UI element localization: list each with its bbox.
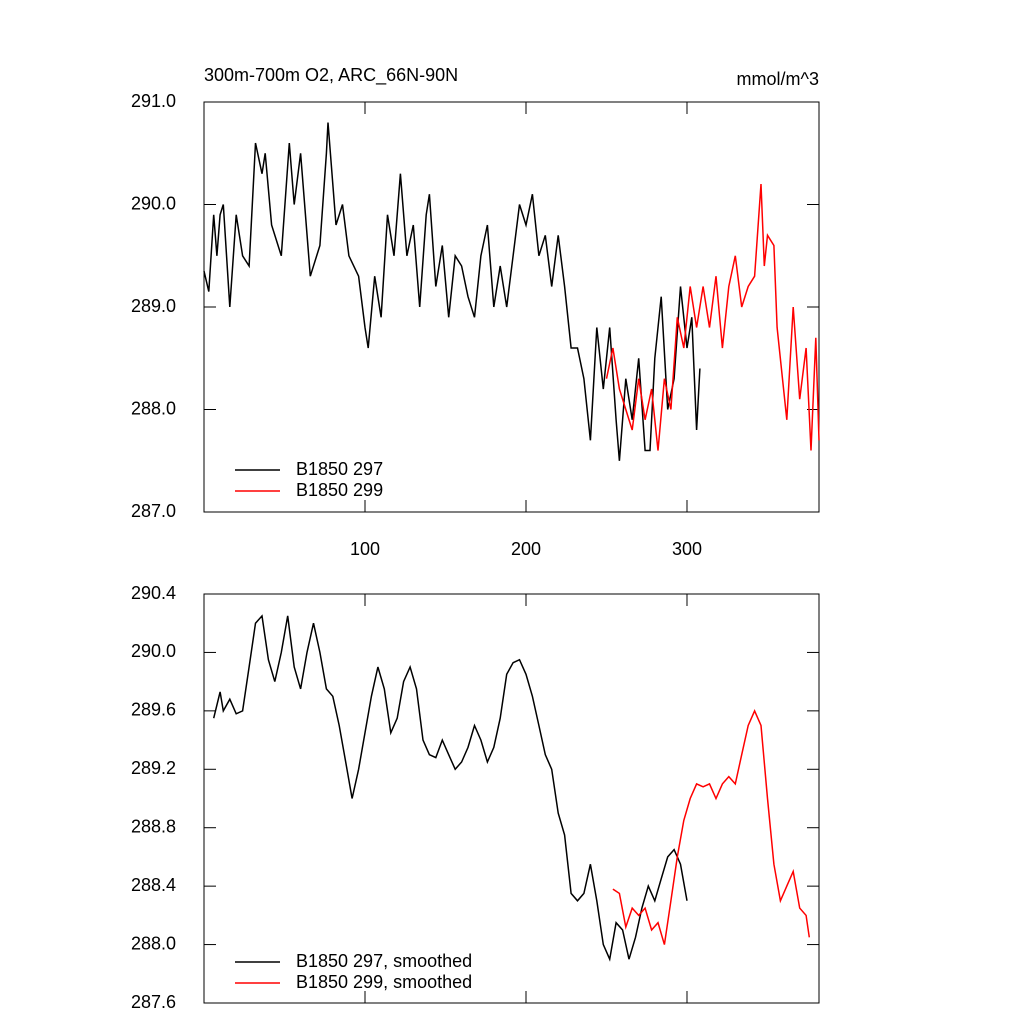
- data-line: [203, 122, 701, 461]
- legend-label: B1850 297: [296, 459, 383, 479]
- y-tick-label: 288.0: [131, 398, 176, 418]
- legend-label: B1850 299: [296, 480, 383, 500]
- x-tick-label: 100: [350, 539, 380, 559]
- y-tick-label: 288.0: [131, 933, 176, 953]
- y-tick-label: 289.0: [131, 296, 176, 316]
- data-line: [612, 709, 811, 945]
- plot-frame: [203, 593, 820, 1004]
- y-tick-label: 289.2: [131, 758, 176, 778]
- y-tick-label: 290.0: [131, 193, 176, 213]
- data-line: [212, 614, 688, 962]
- units-label: mmol/m^3: [737, 69, 819, 89]
- x-tick-label: 200: [511, 539, 541, 559]
- y-tick-label: 288.4: [131, 875, 176, 895]
- chart-title: 300m-700m O2, ARC_66N-90N: [204, 65, 458, 86]
- y-tick-label: 287.0: [131, 501, 176, 521]
- y-tick-label: 287.6: [131, 992, 176, 1012]
- y-tick-label: 288.8: [131, 816, 176, 836]
- y-tick-label: 290.0: [131, 641, 176, 661]
- legend-label: B1850 297, smoothed: [296, 951, 472, 971]
- y-tick-label: 290.4: [131, 583, 176, 603]
- data-line: [605, 183, 820, 451]
- y-tick-label: 291.0: [131, 91, 176, 111]
- legend-label: B1850 299, smoothed: [296, 972, 472, 992]
- x-tick-label: 300: [672, 539, 702, 559]
- y-tick-label: 289.6: [131, 700, 176, 720]
